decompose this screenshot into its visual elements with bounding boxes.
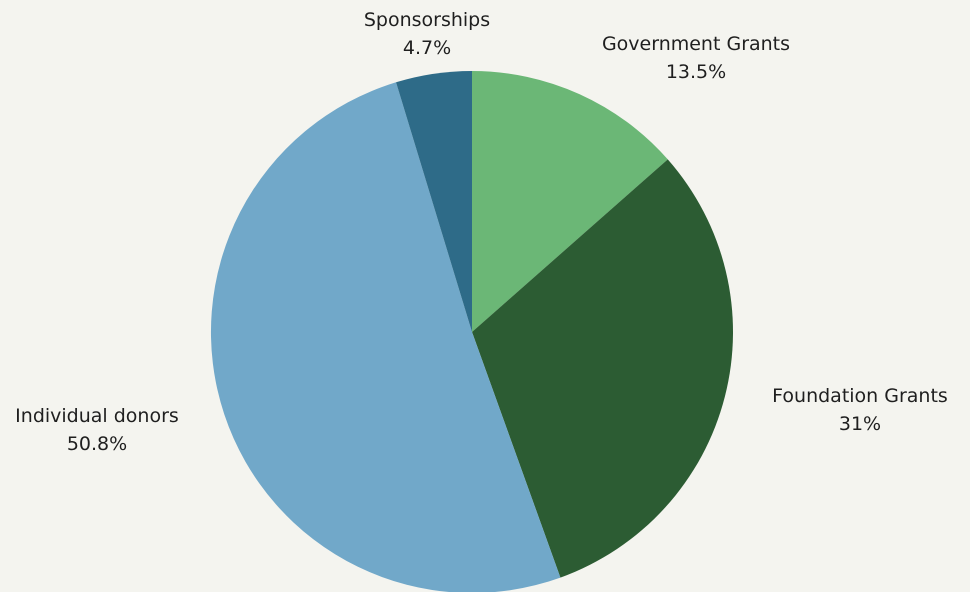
slice-name-label-sponsorships: Sponsorships bbox=[364, 9, 490, 31]
slice-value-label-individual-donors: 50.8% bbox=[67, 433, 127, 455]
slice-value-label-foundation-grants: 31% bbox=[839, 413, 881, 435]
pie-slices bbox=[210, 71, 733, 592]
slice-value-label-government-grants: 13.5% bbox=[666, 61, 726, 83]
slice-value-label-sponsorships: 4.7% bbox=[403, 37, 451, 59]
pie-slice-foundation-grants bbox=[472, 159, 733, 578]
pie-slice-individual-donors bbox=[210, 82, 561, 592]
pie-slice-government-grants bbox=[472, 71, 668, 332]
slice-name-label-individual-donors: Individual donors bbox=[15, 405, 179, 427]
slice-name-label-government-grants: Government Grants bbox=[602, 33, 790, 55]
pie-labels: Government Grants 13.5% Foundation Grants 3… bbox=[15, 9, 948, 455]
pie-slice-sponsorships bbox=[396, 71, 472, 332]
slice-name-label-foundation-grants: Foundation Grants bbox=[772, 385, 948, 407]
